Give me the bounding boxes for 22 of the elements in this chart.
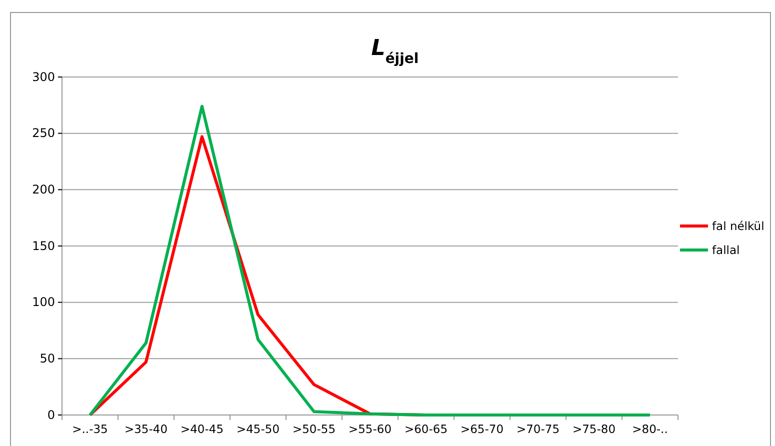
x-tick-label: >50-55 [292,422,336,436]
x-tick-label: >75-80 [572,422,616,436]
y-tick-label: 300 [32,70,55,84]
x-tick-label: >40-45 [180,422,224,436]
x-tick-label: >60-65 [404,422,448,436]
chart-title: L$_{éjjel}$ [371,36,419,67]
y-tick-label: 200 [32,182,55,197]
x-tick-label: >45-50 [236,422,280,436]
y-tick-label: 250 [32,126,55,140]
legend-label: fallal [712,243,740,257]
x-tick-label: >65-70 [460,422,504,436]
y-tick-label: 100 [32,295,55,310]
y-tick-label: 0 [47,408,55,422]
y-tick-label: 150 [32,238,55,253]
x-tick-label: >80-.. [632,422,668,436]
x-tick-label: >55-60 [348,422,392,436]
y-tick-label: 50 [40,352,55,366]
legend-label: fal nélkül [712,219,764,233]
x-tick-label: >70-75 [516,422,560,436]
x-tick-label: >35-40 [124,422,168,436]
line-series [88,104,652,416]
x-tick-label: >..-35 [72,422,108,436]
